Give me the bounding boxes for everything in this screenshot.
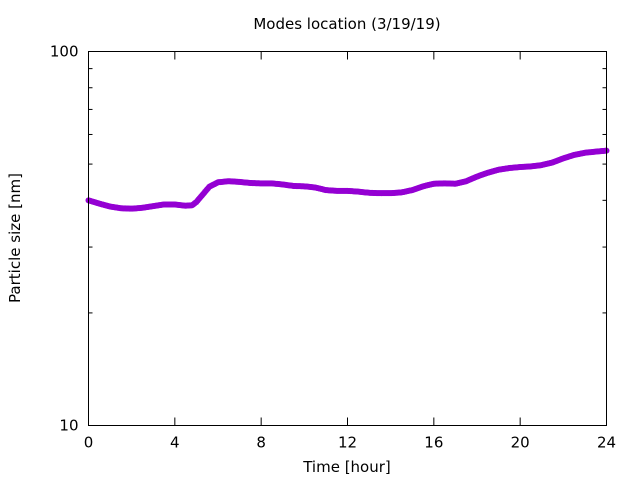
chart-title: Modes location (3/19/19) xyxy=(253,15,440,33)
x-tick-label: 16 xyxy=(424,434,443,452)
x-tick-label: 8 xyxy=(256,434,266,452)
x-tick-label: 0 xyxy=(84,434,94,452)
series-0 xyxy=(85,147,610,212)
x-axis-label: Time [hour] xyxy=(302,458,391,476)
x-tick-label: 12 xyxy=(338,434,357,452)
y-tick-label: 10 xyxy=(59,417,78,435)
y-tick-label: 100 xyxy=(50,43,79,61)
x-tick-label: 20 xyxy=(511,434,530,452)
y-axis-label: Particle size [nm] xyxy=(6,173,24,303)
marks-layer xyxy=(85,147,610,212)
ticks-layer: 0 4 8 12 16 20 24 10 100 xyxy=(50,43,616,452)
plot-frame xyxy=(88,51,607,426)
x-tick-label: 4 xyxy=(170,434,180,452)
x-tick-label: 24 xyxy=(597,434,616,452)
